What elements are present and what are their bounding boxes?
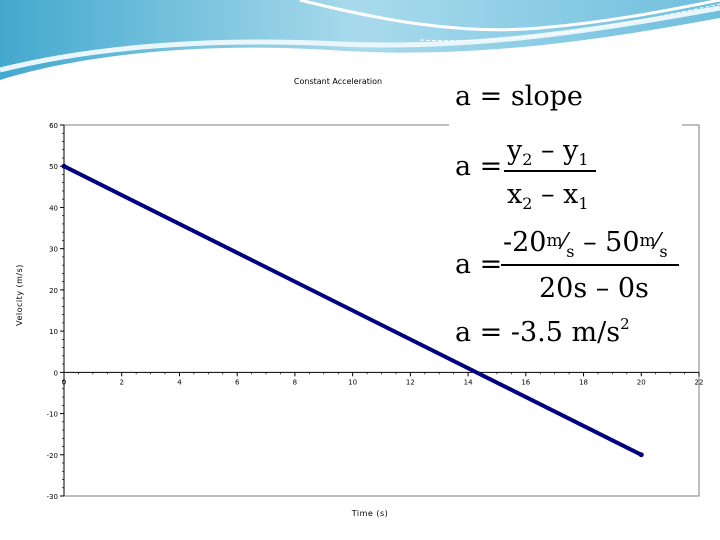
formula-2-fraction-bar <box>504 170 596 172</box>
x-tick-label: 4 <box>177 378 182 386</box>
chart-title: Constant Acceleration <box>294 77 382 86</box>
header-wave-thin-line <box>419 3 720 42</box>
x-tick-label: 8 <box>293 378 297 386</box>
formula-2-y1-sub: 1 <box>578 150 589 169</box>
x-tick-label: 6 <box>235 378 240 386</box>
x-tick-label: 10 <box>348 378 357 386</box>
header-wave-line <box>299 0 720 32</box>
formula-3-unit-2-m: m <box>639 231 656 251</box>
formula-result-exponent: 2 <box>620 315 630 333</box>
formula-3-unit-1-slash: ⁄ <box>562 230 567 255</box>
y-tick-label: 60 <box>49 122 58 130</box>
formula-3-denominator: 20s – 0s <box>539 273 649 304</box>
formula-3-unit-1-s: s <box>566 242 575 261</box>
formula-slope-lhs: a = <box>455 81 503 112</box>
x-tick-label: 2 <box>119 378 123 386</box>
formula-2-numerator: y2 – y1 <box>507 137 589 168</box>
series-layer <box>61 163 644 458</box>
acceleration-formula-box: a = slope a = y2 – y1 x2 – x1 a = -20m⁄s… <box>449 79 682 347</box>
formula-3-numerator: -20m⁄s – 50m⁄s <box>503 229 668 260</box>
formula-2-y2: y <box>507 135 523 166</box>
data-point <box>61 163 67 169</box>
x-tick-label: 18 <box>579 378 588 386</box>
y-tick-label: 0 <box>54 369 58 377</box>
y-tick-label: -10 <box>47 411 58 419</box>
formula-result-text: a = -3.5 m/s <box>455 317 621 348</box>
x-tick-label: 0 <box>62 378 66 386</box>
y-tick-label: 20 <box>49 287 58 295</box>
formula-3-unit-2-s: s <box>659 242 668 261</box>
y-tick-label: 40 <box>49 204 58 212</box>
x-tick-label: 22 <box>695 378 704 386</box>
x-tick-label: 16 <box>521 378 530 386</box>
formula-slope-rhs: slope <box>510 81 583 112</box>
velocity-series-line <box>62 164 644 457</box>
formula-3-minus-value-2: – 50 <box>574 227 640 258</box>
formula-3-value-1: -20 <box>503 227 547 258</box>
formula-2-x2: x <box>507 179 523 210</box>
formula-2-x2-sub: 2 <box>522 194 533 213</box>
formula-2-y2-sub: 2 <box>522 150 533 169</box>
axes: 0 2 4 6 8 10 12 14 16 18 20 22-30-20-10010203040506… <box>47 122 704 501</box>
y-tick-label: 10 <box>49 328 58 336</box>
formula-2-denominator: x2 – x1 <box>507 181 589 212</box>
formula-result: a = -3.5 m/s2 <box>455 315 630 348</box>
y-tick-label: -20 <box>47 452 58 460</box>
formula-2-x1-sub: 1 <box>578 194 589 213</box>
x-axis-title: Time (s) <box>351 509 389 518</box>
formula-2-lhs: a = <box>455 151 503 182</box>
formula-3-unit-1-m: m <box>546 231 563 251</box>
header-wave-highlight <box>0 5 720 73</box>
formula-slope: a = slope <box>455 83 583 110</box>
formula-3-lhs: a = <box>455 249 503 280</box>
data-point <box>638 452 644 458</box>
x-tick-label: 14 <box>464 378 473 386</box>
y-tick-label: -30 <box>47 493 58 501</box>
formula-2-minus-y: – y <box>532 135 579 166</box>
y-tick-label: 50 <box>49 163 58 171</box>
slide-header-wave <box>0 0 720 80</box>
formula-2-minus-x: – x <box>532 179 579 210</box>
y-axis-title: Velocity (m/s) <box>15 264 24 326</box>
formula-3-unit-2-slash: ⁄ <box>655 230 660 255</box>
formula-3-fraction-bar <box>501 264 679 266</box>
header-wave-band <box>0 0 720 80</box>
x-tick-label: 20 <box>637 378 646 386</box>
x-tick-label: 12 <box>406 378 415 386</box>
y-tick-label: 30 <box>49 246 58 254</box>
